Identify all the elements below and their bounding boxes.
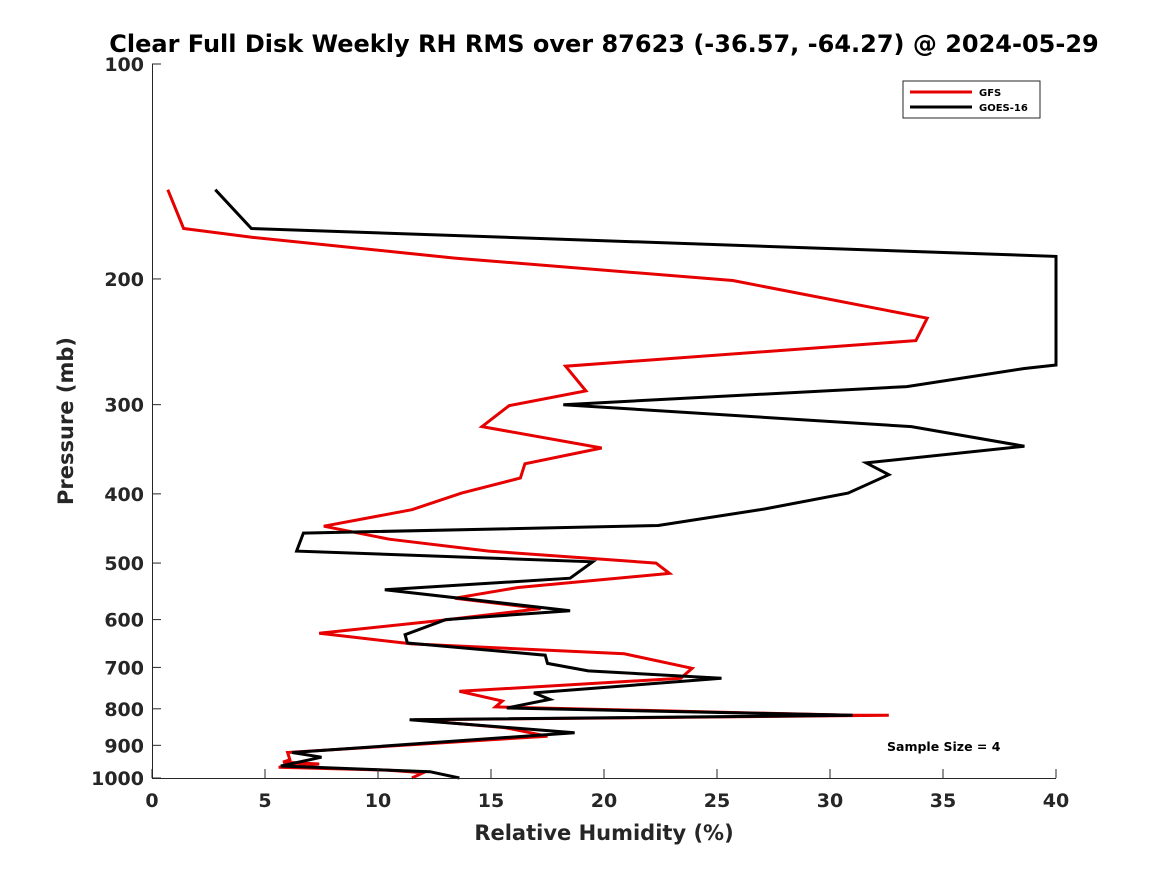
x-tick-label: 0 [145,790,158,812]
y-tick-label: 900 [104,735,144,757]
x-tick-label: 10 [365,790,391,812]
sample-size-annotation: Sample Size = 4 [887,739,1001,754]
x-axis-label: Relative Humidity (%) [474,821,733,845]
legend-box [902,80,1041,119]
x-tick-label: 25 [704,790,730,812]
chart-title: Clear Full Disk Weekly RH RMS over 87623… [109,30,1098,58]
x-tick-label: 20 [591,790,617,812]
y-tick-label: 700 [104,657,144,679]
series-layer [166,188,1058,780]
series-goes16 [214,188,1058,780]
x-tick-label: 35 [930,790,956,812]
y-axis-ticks: 100 200 300 400 500 600 700 800 900 1000 [91,54,161,790]
y-axis-label: Pressure (mb) [54,337,78,505]
y-tick-label: 500 [104,553,144,575]
x-axis-ticks: 0 5 10 15 20 25 30 35 40 [145,769,1069,812]
y-tick-label: 800 [104,699,144,721]
x-tick-label: 30 [817,790,843,812]
y-tick-label: 1000 [91,768,144,790]
y-tick-label: 100 [104,54,144,76]
y-tick-label: 200 [104,269,144,291]
series-line [214,188,1058,780]
x-tick-label: 5 [258,790,271,812]
legend-label-goes16: GOES-16 [979,103,1028,114]
x-tick-label: 15 [478,790,504,812]
y-tick-label: 300 [104,395,144,417]
legend-label-gfs: GFS [979,88,1001,99]
legend: GFS GOES-16 [902,80,1041,119]
y-tick-label: 600 [104,610,144,632]
y-tick-label: 400 [104,484,144,506]
x-tick-label: 40 [1043,790,1069,812]
plot-area: 0 5 10 15 20 25 30 35 40 100 200 300 400 500 600 700 80… [91,54,1069,812]
